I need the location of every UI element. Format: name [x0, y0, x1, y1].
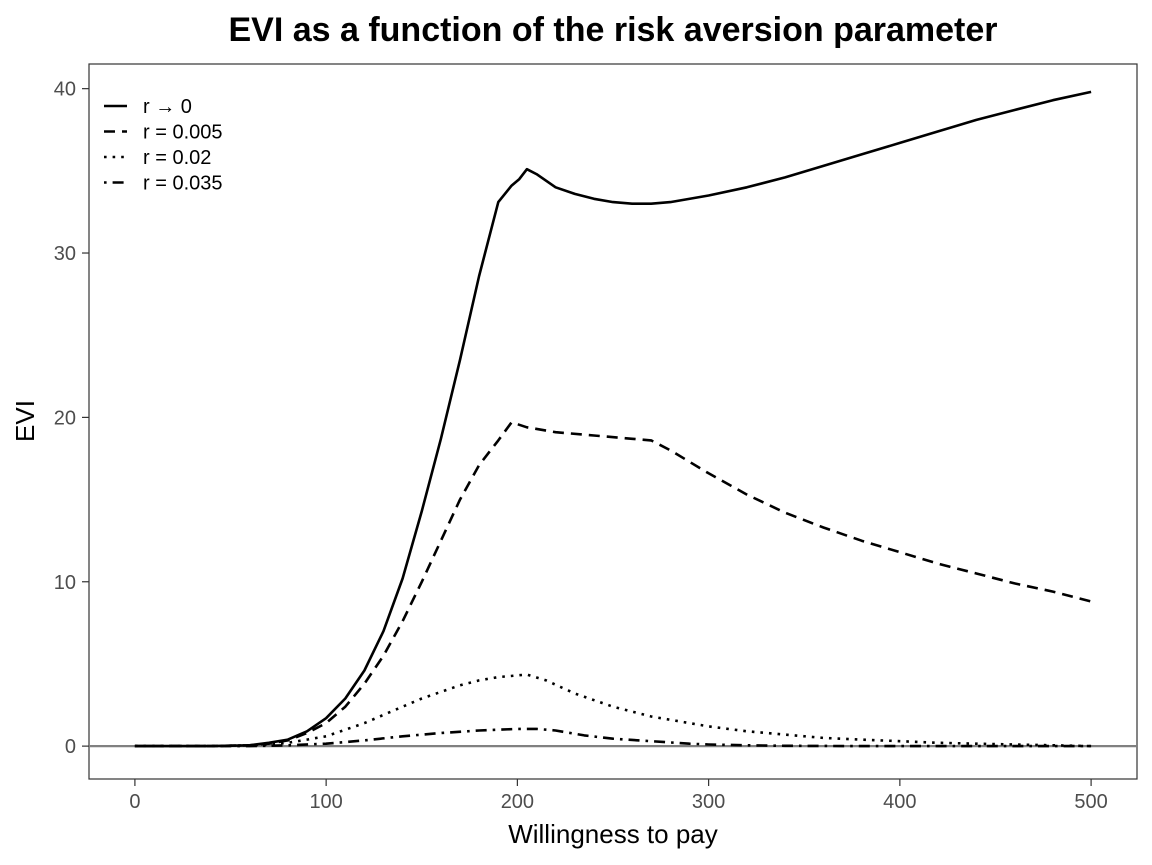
legend-label-0: r → 0	[143, 96, 192, 118]
y-axis-title: EVI	[10, 400, 40, 442]
x-axis-title: Willingness to pay	[508, 819, 718, 849]
y-axis-ticks: 0 10 20 30 40	[54, 79, 89, 758]
y-tick-label: 0	[65, 736, 76, 758]
panel-border	[88, 63, 1138, 780]
legend-label-1: r = 0.005	[143, 122, 223, 144]
x-axis-ticks: 0 100 200 300 400 500	[129, 779, 1108, 813]
y-tick-label: 20	[54, 407, 76, 429]
series-line-0	[134, 90, 1092, 748]
plot-area	[88, 63, 1138, 780]
series-line-2	[134, 673, 1092, 748]
x-tick-label: 200	[501, 791, 534, 813]
x-tick-label: 0	[129, 791, 140, 813]
series-line-3	[134, 727, 1092, 748]
x-tick-label: 400	[883, 791, 916, 813]
y-tick-label: 40	[54, 79, 76, 101]
legend-label-3: r = 0.035	[143, 173, 223, 195]
y-tick-label: 10	[54, 572, 76, 594]
x-tick-label: 300	[692, 791, 725, 813]
series-layer	[134, 90, 1092, 748]
x-tick-label: 500	[1074, 791, 1107, 813]
series-line-1	[134, 421, 1092, 748]
legend: r → 0 r = 0.005 r = 0.02 r = 0.035	[104, 96, 223, 195]
y-tick-label: 30	[54, 243, 76, 265]
x-tick-label: 100	[309, 791, 342, 813]
chart-title: EVI as a function of the risk aversion p…	[228, 11, 997, 49]
legend-label-2: r = 0.02	[143, 147, 211, 169]
